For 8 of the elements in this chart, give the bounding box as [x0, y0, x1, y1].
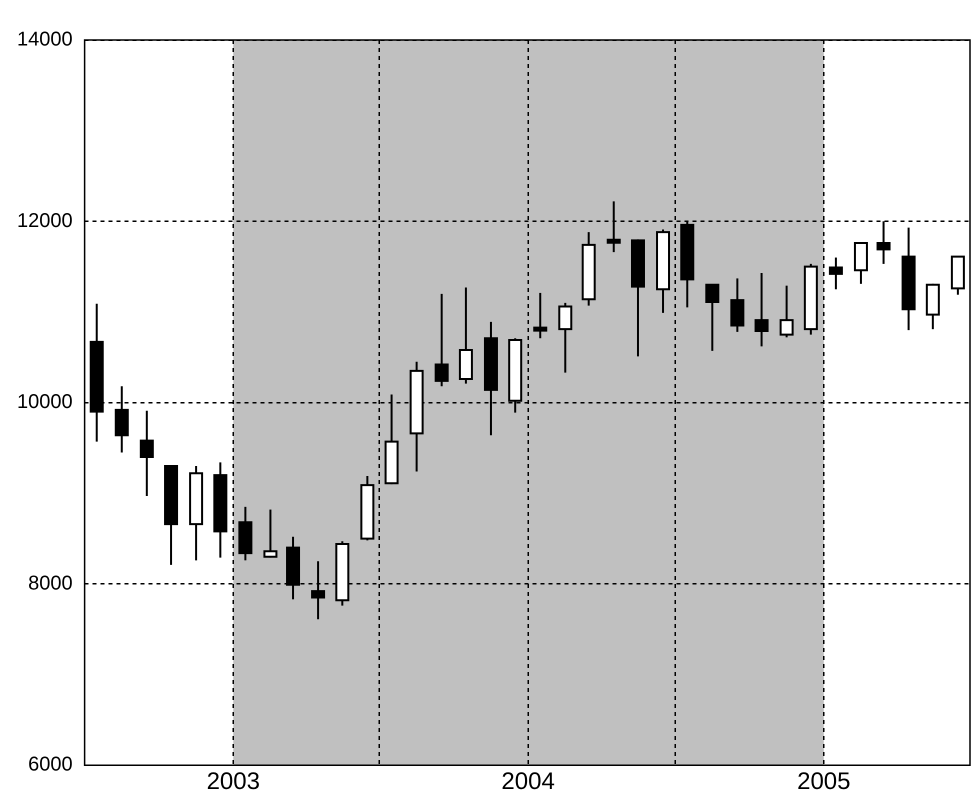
y-tick-label: 6000 — [28, 754, 73, 776]
x-tick-label: 2005 — [797, 768, 850, 796]
y-tick-label: 12000 — [16, 210, 73, 232]
x-tick-label: 2003 — [206, 768, 260, 796]
y-tick-label: 14000 — [16, 28, 73, 51]
y-tick-label: 10000 — [16, 391, 73, 414]
y-tick-label: 8000 — [28, 572, 73, 594]
x-tick-label: 2004 — [501, 768, 555, 796]
